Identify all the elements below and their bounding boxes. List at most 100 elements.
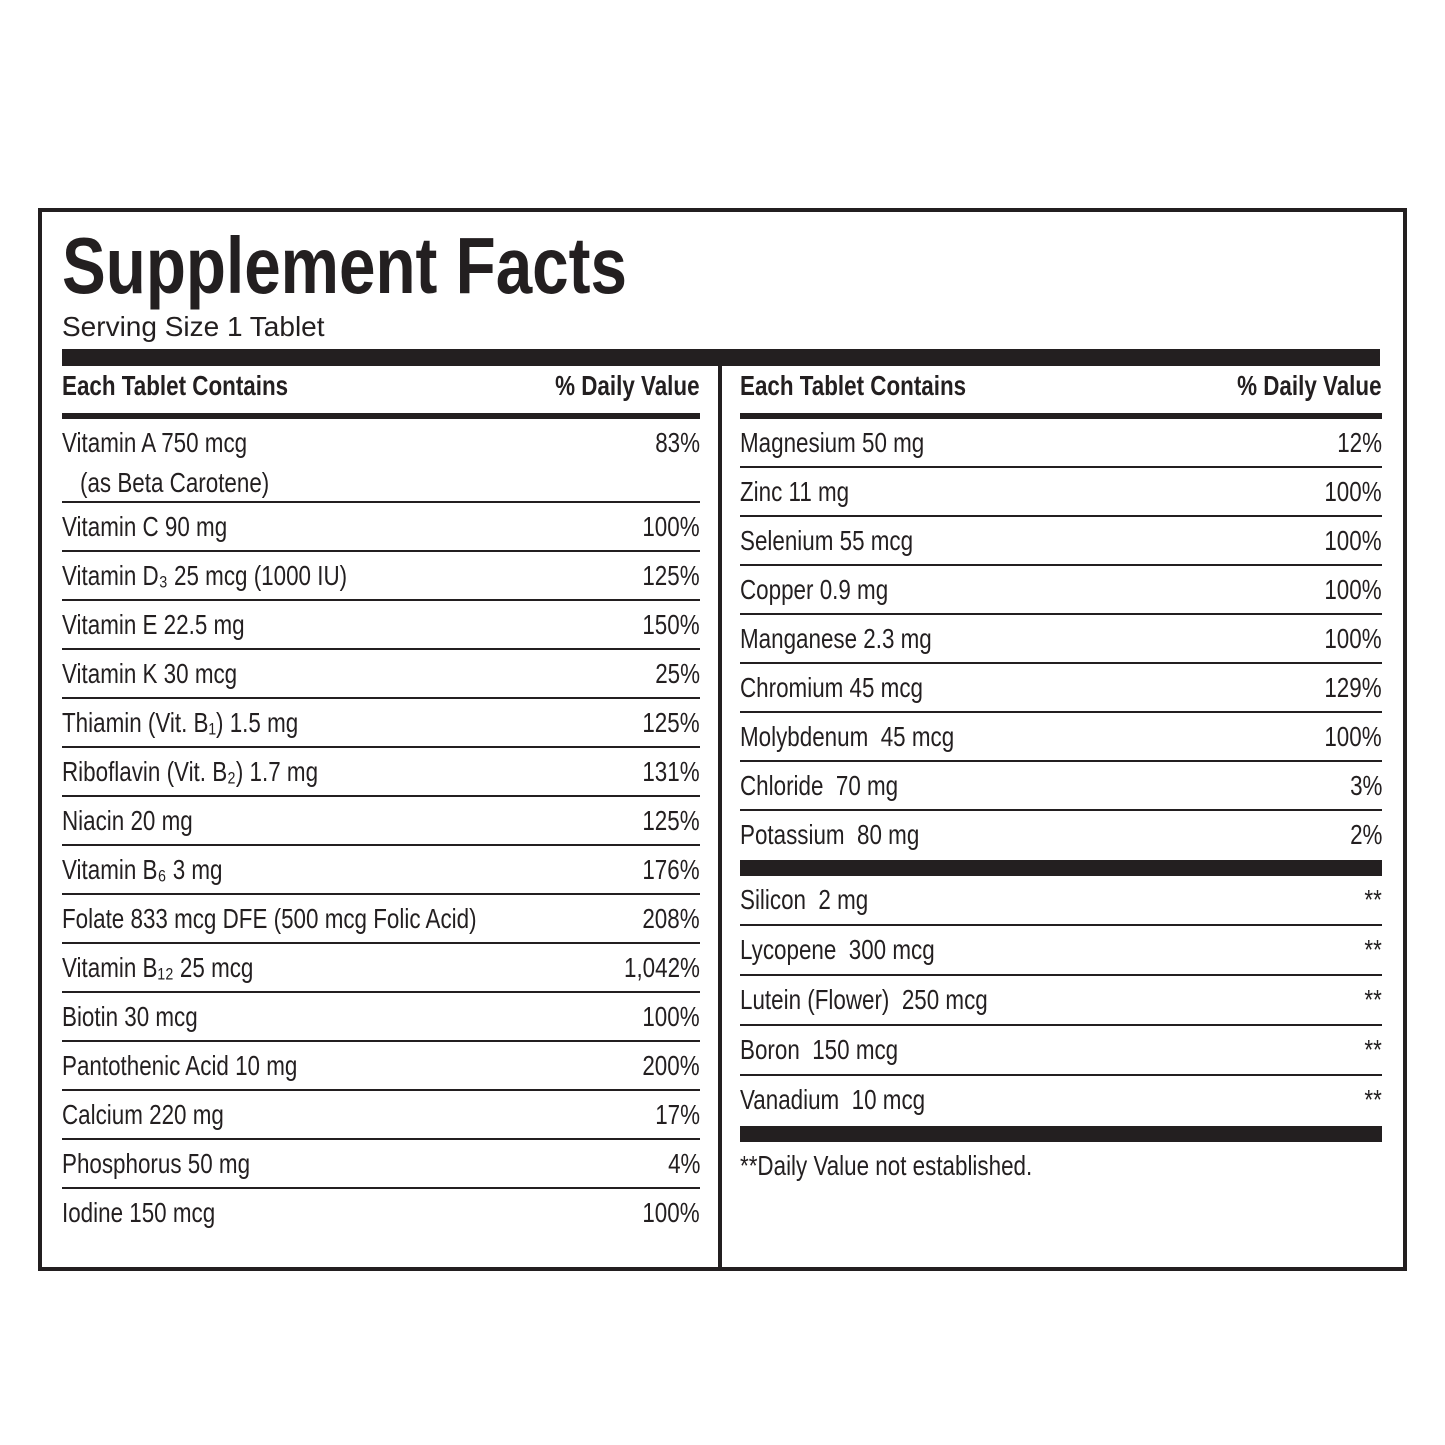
- daily-value: 100%: [1324, 525, 1382, 556]
- daily-value: 200%: [642, 1050, 700, 1081]
- column-header: Each Tablet Contains % Daily Value: [740, 366, 1382, 419]
- nutrient-name: Molybdenum 45 mcg: [740, 721, 955, 752]
- nutrient-name: Biotin 30 mcg: [62, 1001, 198, 1032]
- daily-value: **: [1364, 934, 1382, 965]
- daily-value: 25%: [655, 658, 700, 689]
- header-dv: % Daily Value: [1237, 370, 1382, 401]
- footnote: **Daily Value not established.: [740, 1150, 1033, 1181]
- daily-value: **: [1364, 1084, 1382, 1115]
- nutrient-name: Calcium 220 mg: [62, 1099, 224, 1130]
- daily-value: 100%: [1324, 623, 1382, 654]
- daily-value: 12%: [1337, 427, 1382, 458]
- row: Niacin 20 mg 125%: [62, 797, 700, 846]
- row: Chromium 45 mcg 129%: [740, 664, 1382, 713]
- daily-value: **: [1364, 1034, 1382, 1065]
- row: Silicon 2 mg **: [740, 876, 1382, 926]
- nutrient-name: Magnesium 50 mg: [740, 427, 925, 458]
- daily-value: 100%: [1324, 574, 1382, 605]
- header-name: Each Tablet Contains: [62, 370, 289, 401]
- daily-value: 100%: [642, 1001, 700, 1032]
- nutrient-name: Lutein (Flower) 250 mcg: [740, 984, 988, 1015]
- nutrient-name: Vitamin A 750 mcg: [62, 427, 248, 458]
- row: Magnesium 50 mg 12%: [740, 419, 1382, 468]
- rule: [62, 349, 1380, 366]
- row: Chloride 70 mg 3%: [740, 762, 1382, 811]
- row: Folate 833 mcg DFE (500 mcg Folic Acid) 2…: [62, 895, 700, 944]
- nutrient-name: Chromium 45 mcg: [740, 672, 923, 703]
- nutrient-name: Vanadium 10 mcg: [740, 1084, 926, 1115]
- daily-value: 150%: [642, 609, 700, 640]
- nutrient-name: Chloride 70 mg: [740, 770, 899, 801]
- daily-value: **: [1364, 884, 1382, 915]
- row: Phosphorus 50 mg 4%: [62, 1140, 700, 1189]
- row: Lycopene 300 mcg **: [740, 926, 1382, 976]
- nutrient-name: Pantothenic Acid 10 mg: [62, 1050, 298, 1081]
- row: Lutein (Flower) 250 mcg **: [740, 976, 1382, 1026]
- row: Vitamin B₆ 3 mg 176%: [62, 846, 700, 895]
- daily-value: 125%: [642, 560, 700, 591]
- row: Boron 150 mcg **: [740, 1026, 1382, 1076]
- daily-value: 100%: [1324, 721, 1382, 752]
- label-border: [38, 208, 1407, 1271]
- row: Manganese 2.3 mg 100%: [740, 615, 1382, 664]
- nutrient-name: Thiamin (Vit. B₁) 1.5 mg: [62, 707, 299, 738]
- row: Vanadium 10 mcg **: [740, 1076, 1382, 1126]
- nutrient-name: Copper 0.9 mg: [740, 574, 889, 605]
- nutrient-name: Silicon 2 mg: [740, 884, 869, 915]
- daily-value: 208%: [642, 903, 700, 934]
- nutrient-name: Manganese 2.3 mg: [740, 623, 932, 654]
- rule: [740, 1126, 1382, 1142]
- daily-value: 3%: [1349, 770, 1382, 801]
- daily-value: 83%: [655, 427, 700, 458]
- row: Biotin 30 mcg 100%: [62, 993, 700, 1042]
- daily-value: 131%: [642, 756, 700, 787]
- daily-value: 2%: [1349, 819, 1382, 850]
- nutrient-name: Riboflavin (Vit. B₂) 1.7 mg: [62, 756, 319, 787]
- row: Copper 0.9 mg 100%: [740, 566, 1382, 615]
- rule: [740, 860, 1382, 876]
- row: Vitamin E 22.5 mg 150%: [62, 601, 700, 650]
- row: Selenium 55 mcg 100%: [740, 517, 1382, 566]
- daily-value: 125%: [642, 707, 700, 738]
- header-name: Each Tablet Contains: [740, 370, 967, 401]
- row: Zinc 11 mg 100%: [740, 468, 1382, 517]
- nutrient-name: Potassium 80 mg: [740, 819, 920, 850]
- daily-value: 129%: [1324, 672, 1382, 703]
- nutrient-name: Vitamin B₁₂ 25 mcg: [62, 952, 254, 983]
- daily-value: 100%: [642, 511, 700, 542]
- nutrient-name: Vitamin B₆ 3 mg: [62, 854, 223, 885]
- nutrient-name: Phosphorus 50 mg: [62, 1148, 251, 1179]
- row: Vitamin D₃ 25 mcg (1000 IU) 125%: [62, 552, 700, 601]
- daily-value: 100%: [1324, 476, 1382, 507]
- column-header: Each Tablet Contains % Daily Value: [62, 366, 700, 419]
- nutrient-name: Boron 150 mcg: [740, 1034, 899, 1065]
- left-column: Each Tablet Contains % Daily Value Vitamin…: [62, 366, 700, 1238]
- row: Thiamin (Vit. B₁) 1.5 mg 125%: [62, 699, 700, 748]
- nutrient-name: Lycopene 300 mcg: [740, 934, 935, 965]
- daily-value: 1,042%: [624, 952, 700, 983]
- row: Vitamin B₁₂ 25 mcg 1,042%: [62, 944, 700, 993]
- header-dv: % Daily Value: [555, 370, 700, 401]
- row: Iodine 150 mcg 100%: [62, 1189, 700, 1238]
- divider: [718, 366, 722, 1268]
- nutrient-name: Vitamin K 30 mcg: [62, 658, 238, 689]
- nutrient-name: Iodine 150 mcg: [62, 1197, 216, 1228]
- nutrient-name: Folate 833 mcg DFE (500 mcg Folic Acid): [62, 903, 477, 934]
- nutrient-name: Vitamin E 22.5 mg: [62, 609, 245, 640]
- row: Calcium 220 mg 17%: [62, 1091, 700, 1140]
- daily-value: 4%: [667, 1148, 700, 1179]
- daily-value: 176%: [642, 854, 700, 885]
- serving-size: Serving Size 1 Tablet: [62, 311, 325, 342]
- title: Supplement Facts: [62, 221, 628, 310]
- nutrient-name: Niacin 20 mg: [62, 805, 193, 836]
- row: Potassium 80 mg 2%: [740, 811, 1382, 860]
- row: Molybdenum 45 mcg 100%: [740, 713, 1382, 762]
- nutrient-note: (as Beta Carotene): [80, 467, 270, 498]
- row: Vitamin A 750 mcg (as Beta Carotene) 83%: [62, 419, 700, 503]
- nutrient-name: Vitamin C 90 mg: [62, 511, 228, 542]
- nutrient-name: Zinc 11 mg: [740, 476, 850, 507]
- row: Riboflavin (Vit. B₂) 1.7 mg 131%: [62, 748, 700, 797]
- daily-value: 17%: [655, 1099, 700, 1130]
- daily-value: 100%: [642, 1197, 700, 1228]
